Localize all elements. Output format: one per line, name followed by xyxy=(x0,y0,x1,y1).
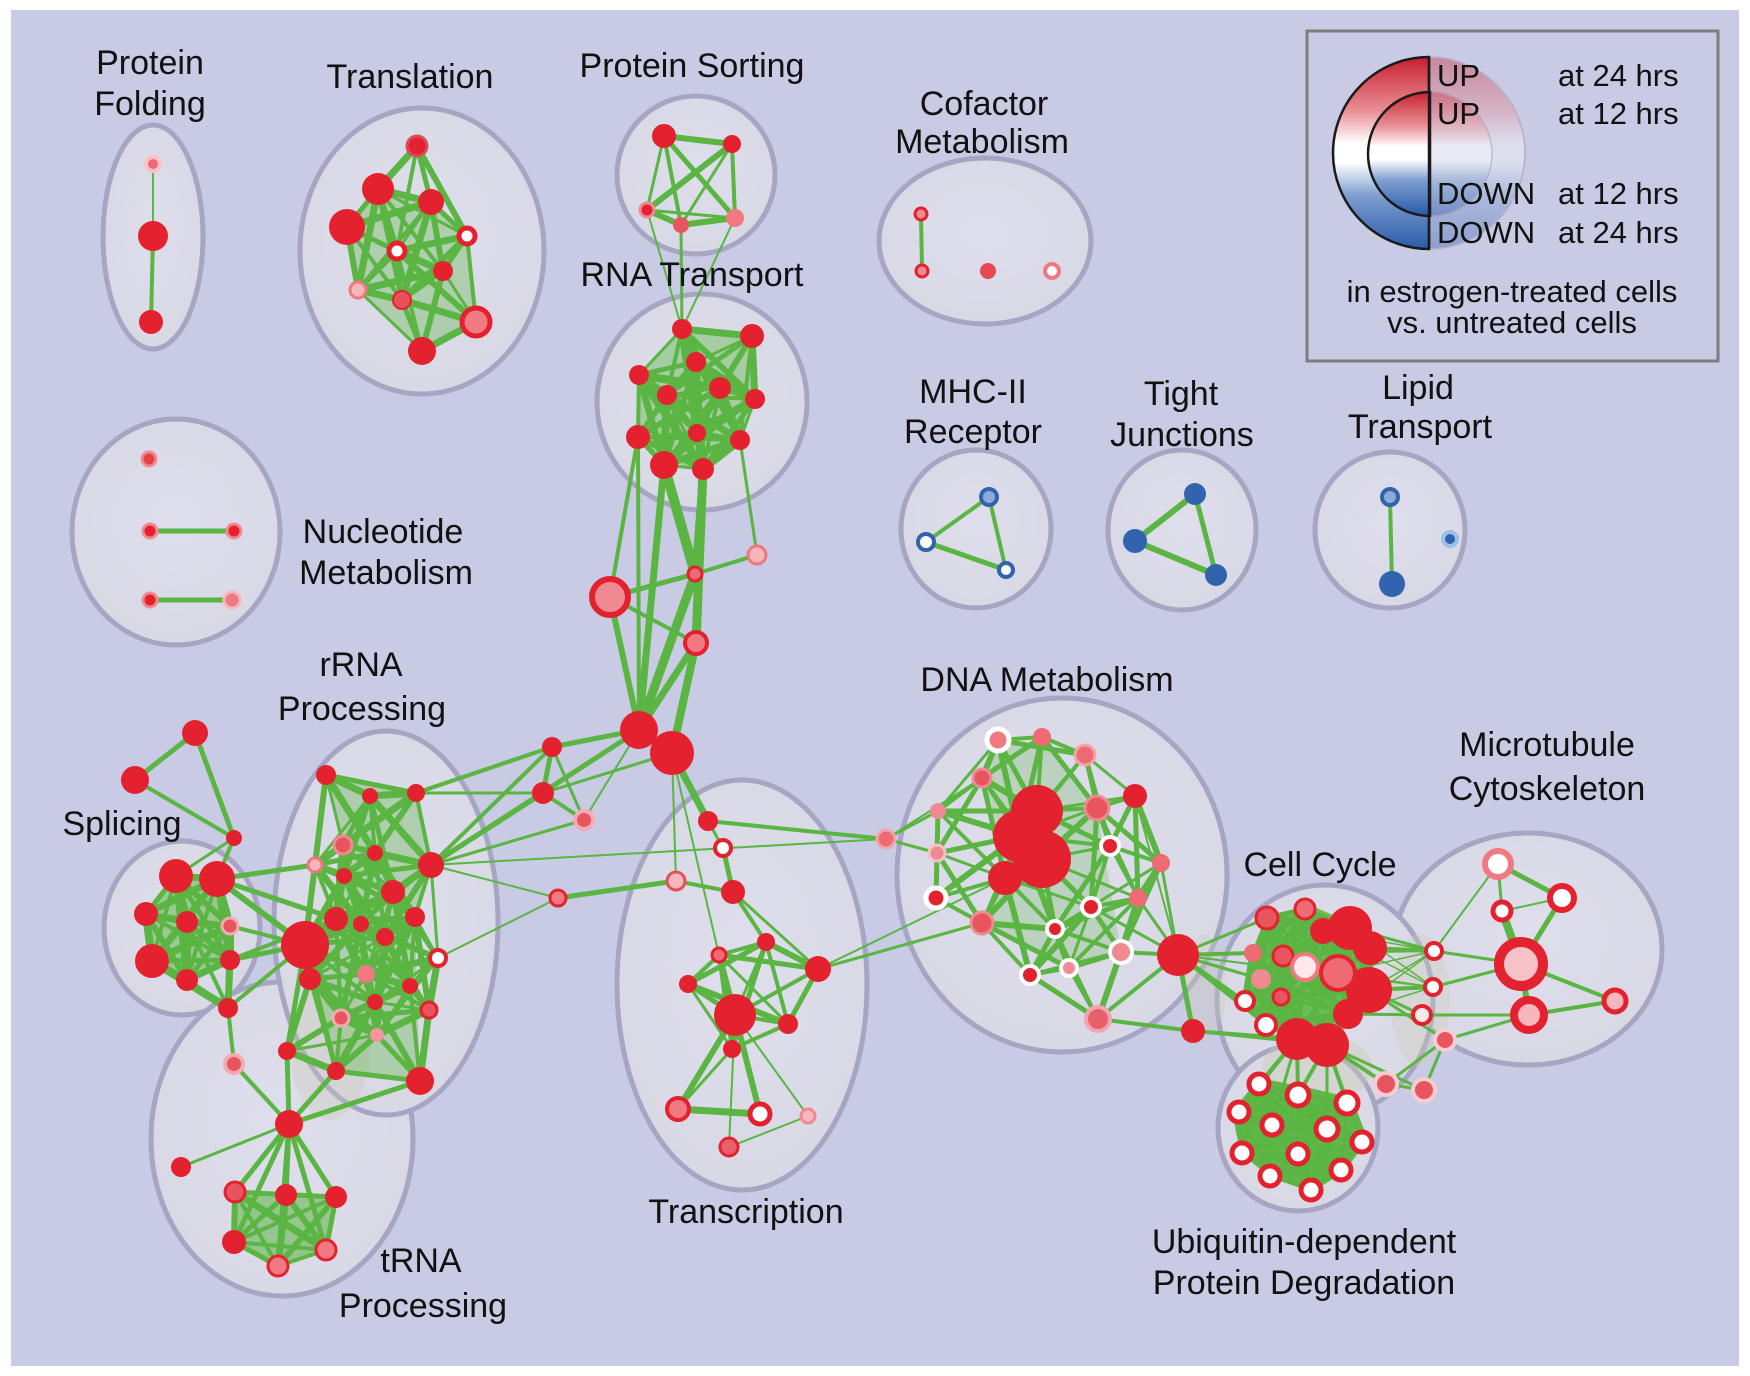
svg-text:Ubiquitin-dependent: Ubiquitin-dependent xyxy=(1152,1223,1457,1261)
svg-text:DNA Metabolism: DNA Metabolism xyxy=(920,661,1173,699)
svg-text:Metabolism: Metabolism xyxy=(299,554,473,592)
svg-text:UP: UP xyxy=(1437,58,1480,93)
svg-text:at 12 hrs: at 12 hrs xyxy=(1558,96,1679,131)
svg-text:tRNA: tRNA xyxy=(380,1242,462,1280)
svg-text:Transcription: Transcription xyxy=(648,1193,843,1231)
svg-text:Protein Sorting: Protein Sorting xyxy=(580,47,805,85)
svg-text:at 24 hrs: at 24 hrs xyxy=(1558,215,1679,250)
svg-text:Receptor: Receptor xyxy=(904,413,1042,451)
svg-text:Tight: Tight xyxy=(1144,375,1219,413)
svg-text:Folding: Folding xyxy=(94,85,206,123)
svg-text:Metabolism: Metabolism xyxy=(895,123,1069,161)
svg-text:at 12 hrs: at 12 hrs xyxy=(1558,176,1679,211)
svg-text:Cytoskeleton: Cytoskeleton xyxy=(1449,770,1646,808)
svg-text:DOWN: DOWN xyxy=(1437,215,1535,250)
svg-text:Translation: Translation xyxy=(327,58,494,96)
svg-text:MHC-II: MHC-II xyxy=(919,373,1027,411)
svg-text:in estrogen-treated cells: in estrogen-treated cells xyxy=(1347,274,1678,309)
svg-text:rRNA: rRNA xyxy=(319,646,402,684)
svg-text:Lipid: Lipid xyxy=(1382,369,1454,407)
svg-text:Splicing: Splicing xyxy=(62,805,181,843)
svg-text:Microtubule: Microtubule xyxy=(1459,726,1635,764)
svg-text:at 24 hrs: at 24 hrs xyxy=(1558,58,1679,93)
svg-text:DOWN: DOWN xyxy=(1437,176,1535,211)
svg-text:RNA Transport: RNA Transport xyxy=(581,256,805,294)
svg-text:UP: UP xyxy=(1437,96,1480,131)
svg-text:Junctions: Junctions xyxy=(1110,416,1254,454)
svg-text:vs. untreated cells: vs. untreated cells xyxy=(1387,305,1637,340)
svg-text:Cell Cycle: Cell Cycle xyxy=(1243,846,1396,884)
svg-text:Processing: Processing xyxy=(278,690,446,728)
svg-text:Nucleotide: Nucleotide xyxy=(303,513,464,551)
svg-text:Transport: Transport xyxy=(1348,408,1493,446)
svg-text:Protein Degradation: Protein Degradation xyxy=(1153,1264,1455,1302)
svg-text:Cofactor: Cofactor xyxy=(920,85,1049,123)
svg-text:Processing: Processing xyxy=(339,1287,507,1325)
svg-text:Protein: Protein xyxy=(96,44,204,82)
